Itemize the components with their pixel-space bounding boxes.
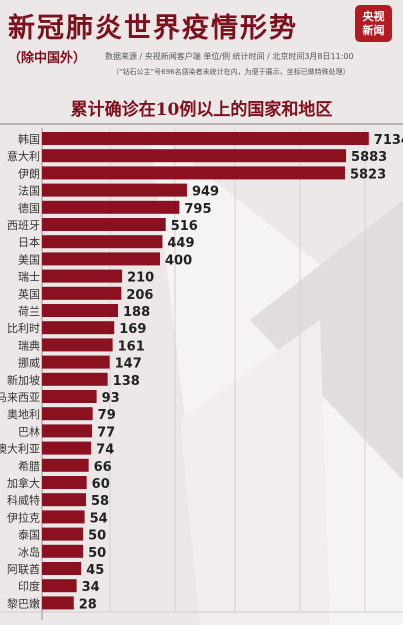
value-label: 161 <box>118 339 145 354</box>
bar <box>42 321 115 335</box>
category-label: 印度 <box>18 579 40 593</box>
category-label: 加拿大 <box>7 476 40 490</box>
value-label: 79 <box>98 408 116 423</box>
value-label: 5883 <box>351 150 387 165</box>
category-label: 意大利 <box>7 149 40 163</box>
value-label: 516 <box>171 219 198 234</box>
bar <box>42 218 166 231</box>
category-label: 瑞典 <box>18 338 40 352</box>
value-label: 66 <box>94 460 112 475</box>
value-label: 138 <box>113 374 140 389</box>
bar <box>42 579 77 593</box>
value-label: 206 <box>126 288 153 303</box>
value-label: 34 <box>82 580 100 595</box>
bar <box>42 596 74 610</box>
value-label: 449 <box>167 236 194 251</box>
bar <box>42 149 347 163</box>
category-label: 科威特 <box>7 493 40 507</box>
bar <box>42 493 86 507</box>
bar <box>42 407 93 421</box>
category-label: 泰国 <box>18 528 40 542</box>
category-label: 美国 <box>18 253 40 266</box>
value-label: 169 <box>119 322 146 337</box>
category-label: 德国 <box>18 201 40 215</box>
value-label: 45 <box>86 563 104 578</box>
category-label: 希腊 <box>18 459 40 473</box>
value-label: 188 <box>123 305 150 320</box>
bar <box>42 355 110 369</box>
bar <box>42 166 345 180</box>
category-label: 日本 <box>18 235 40 249</box>
value-label: 60 <box>92 477 110 492</box>
value-label: 58 <box>91 494 109 509</box>
value-label: 74 <box>96 443 114 458</box>
category-label: 比利时 <box>7 322 40 335</box>
bar <box>42 458 89 472</box>
category-label: 冰岛 <box>18 545 40 559</box>
bar <box>42 424 93 438</box>
bar <box>42 338 113 352</box>
page-subtitle: （除中国外） <box>8 51 87 66</box>
cctv-news-logo: 央视 新闻 <box>355 5 392 42</box>
bar <box>42 269 123 283</box>
category-label: 奥地利 <box>7 407 40 421</box>
value-label: 949 <box>192 185 219 200</box>
category-label: 法国 <box>18 184 40 198</box>
logo-line1: 央视 <box>362 9 385 23</box>
category-label: 澳大利亚 <box>0 442 40 456</box>
value-label: 50 <box>88 546 106 561</box>
scale-note: （“钻石公主”号696名感染者未统计在内，为便于展示，坐标已做特殊处理） <box>112 68 350 76</box>
category-label: 西班牙 <box>7 219 40 232</box>
data-source: 数据来源 / 央视新闻客户端 单位/例 统计时间 / 北京时间3月8日11:00 <box>105 52 354 61</box>
category-label: 英国 <box>18 287 40 301</box>
category-label: 马来西亚 <box>0 391 40 404</box>
bar <box>42 200 180 214</box>
value-label: 795 <box>184 202 211 217</box>
bar <box>42 390 97 403</box>
bar <box>42 527 84 541</box>
bar <box>42 441 92 455</box>
category-label: 新加坡 <box>7 373 40 387</box>
bar <box>42 562 82 575</box>
chart-title: 累计确诊在10例以上的国家和地区 <box>70 100 333 120</box>
bar <box>42 183 187 197</box>
category-label: 韩国 <box>18 132 40 146</box>
bar <box>42 132 369 145</box>
value-label: 77 <box>97 425 115 440</box>
value-label: 93 <box>102 391 120 406</box>
bar <box>42 235 163 249</box>
logo-line2: 新闻 <box>362 23 385 37</box>
page-title: 新冠肺炎世界疫情形势 <box>8 13 298 44</box>
category-label: 伊朗 <box>18 167 40 180</box>
value-label: 147 <box>115 357 142 372</box>
bar <box>42 544 84 558</box>
value-label: 7134 <box>374 133 403 148</box>
category-label: 阿联酋 <box>7 562 40 576</box>
value-label: 210 <box>127 271 154 286</box>
bar <box>42 252 160 266</box>
category-label: 瑞士 <box>18 270 40 284</box>
value-label: 54 <box>90 511 108 526</box>
bar <box>42 476 87 489</box>
bar <box>42 286 122 300</box>
value-label: 5823 <box>350 167 386 182</box>
value-label: 28 <box>79 597 97 612</box>
value-label: 400 <box>165 253 192 268</box>
category-label: 巴林 <box>18 424 40 438</box>
category-label: 挪威 <box>18 356 40 370</box>
category-label: 荷兰 <box>18 305 40 318</box>
category-label: 黎巴嫩 <box>7 596 40 610</box>
title-divider <box>0 123 403 125</box>
value-label: 50 <box>88 529 106 544</box>
bar <box>42 372 108 386</box>
bar <box>42 304 118 317</box>
bar <box>42 510 85 524</box>
category-label: 伊拉克 <box>7 510 40 524</box>
